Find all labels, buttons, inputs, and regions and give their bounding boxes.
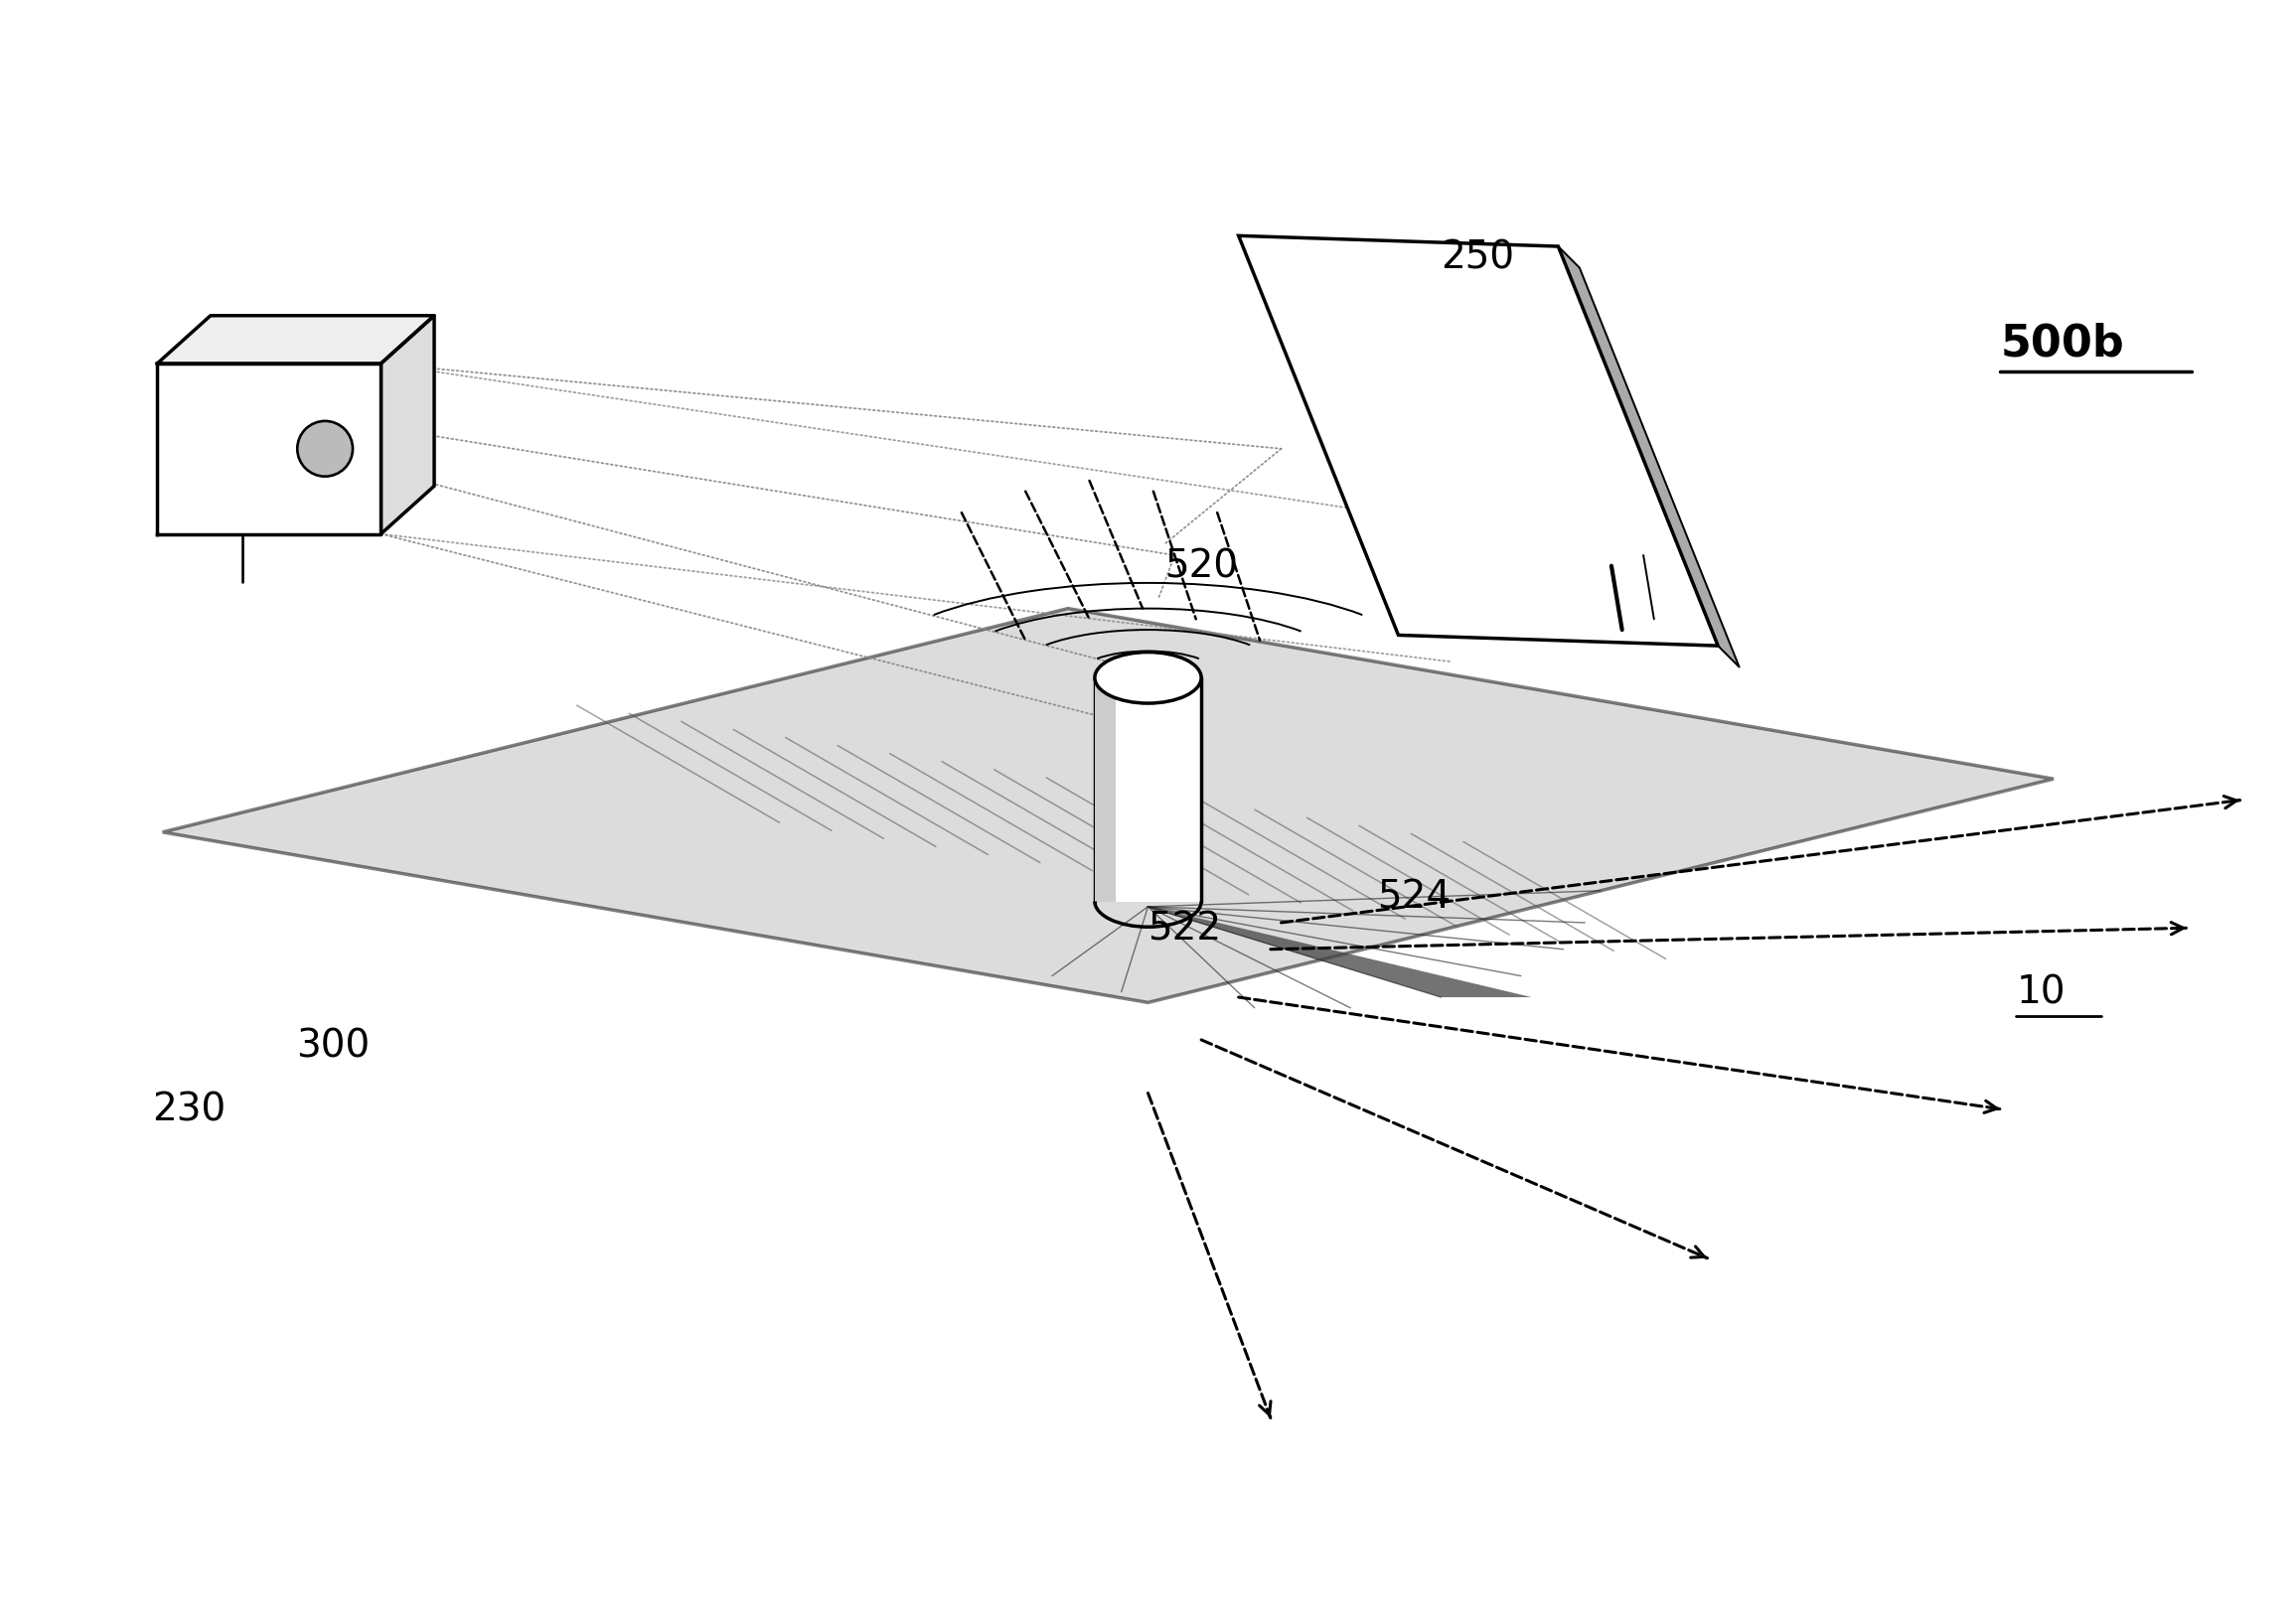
Text: 300: 300 [296, 1027, 370, 1064]
Polygon shape [1146, 908, 1531, 998]
Text: 230: 230 [152, 1090, 225, 1128]
Polygon shape [1095, 679, 1201, 901]
Text: 524: 524 [1378, 877, 1451, 916]
Polygon shape [163, 609, 2053, 1003]
Polygon shape [156, 364, 381, 535]
Polygon shape [156, 316, 434, 364]
Text: 520: 520 [1164, 548, 1238, 585]
Polygon shape [1238, 237, 1717, 646]
Ellipse shape [1095, 653, 1201, 704]
Polygon shape [381, 316, 434, 535]
Text: 522: 522 [1148, 909, 1221, 948]
Text: 10: 10 [2016, 974, 2066, 1011]
Text: 500b: 500b [2000, 322, 2124, 364]
Polygon shape [1095, 679, 1116, 901]
Ellipse shape [296, 422, 354, 477]
Polygon shape [1559, 247, 1740, 667]
Text: 250: 250 [1442, 239, 1515, 277]
